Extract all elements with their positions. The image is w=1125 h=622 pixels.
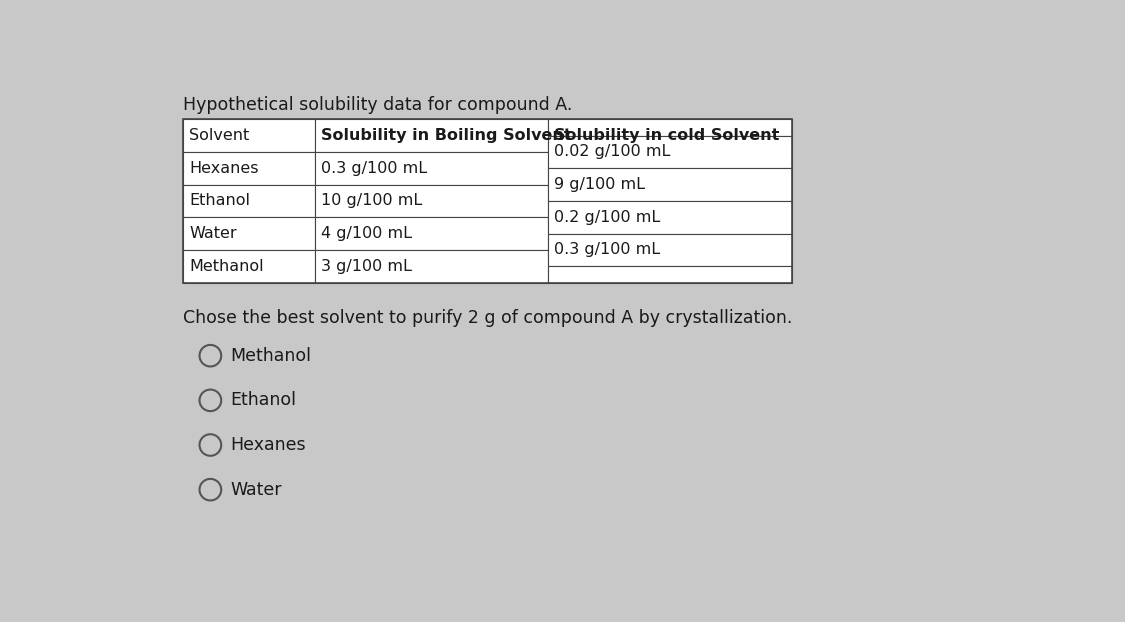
Bar — [315, 119, 548, 152]
Text: Solubility in Boiling Solvent: Solubility in Boiling Solvent — [322, 128, 572, 143]
Bar — [315, 185, 548, 217]
Text: Solvent: Solvent — [189, 128, 250, 143]
Bar — [183, 119, 792, 282]
Text: Ethanol: Ethanol — [231, 391, 297, 409]
Text: 0.02 g/100 mL: 0.02 g/100 mL — [554, 144, 670, 159]
Bar — [315, 250, 548, 282]
Text: Water: Water — [189, 226, 237, 241]
Text: Hexanes: Hexanes — [231, 436, 306, 454]
Bar — [183, 250, 315, 282]
Text: Solubility in cold Solvent: Solubility in cold Solvent — [554, 128, 780, 143]
Bar — [548, 136, 792, 169]
Text: Ethanol: Ethanol — [189, 193, 251, 208]
Text: Methanol: Methanol — [189, 259, 264, 274]
Bar — [548, 201, 792, 234]
Bar — [183, 217, 315, 250]
Text: 10 g/100 mL: 10 g/100 mL — [322, 193, 423, 208]
Text: Hypothetical solubility data for compound A.: Hypothetical solubility data for compoun… — [183, 96, 573, 114]
Text: 0.3 g/100 mL: 0.3 g/100 mL — [554, 243, 660, 258]
Bar — [183, 185, 315, 217]
Text: 0.2 g/100 mL: 0.2 g/100 mL — [554, 210, 660, 225]
Text: Methanol: Methanol — [231, 346, 312, 364]
Text: 4 g/100 mL: 4 g/100 mL — [322, 226, 412, 241]
Text: Hexanes: Hexanes — [189, 160, 259, 176]
Text: Chose the best solvent to purify 2 g of compound A by crystallization.: Chose the best solvent to purify 2 g of … — [183, 310, 793, 328]
Text: 3 g/100 mL: 3 g/100 mL — [322, 259, 412, 274]
Bar — [315, 217, 548, 250]
Bar — [315, 152, 548, 185]
Bar — [183, 119, 792, 282]
Bar — [548, 169, 792, 201]
Bar — [548, 266, 792, 282]
Bar — [548, 234, 792, 266]
Bar — [183, 152, 315, 185]
Bar — [548, 119, 792, 136]
Text: 9 g/100 mL: 9 g/100 mL — [554, 177, 645, 192]
Text: 0.3 g/100 mL: 0.3 g/100 mL — [322, 160, 428, 176]
Bar — [183, 119, 315, 152]
Text: Water: Water — [231, 481, 282, 499]
